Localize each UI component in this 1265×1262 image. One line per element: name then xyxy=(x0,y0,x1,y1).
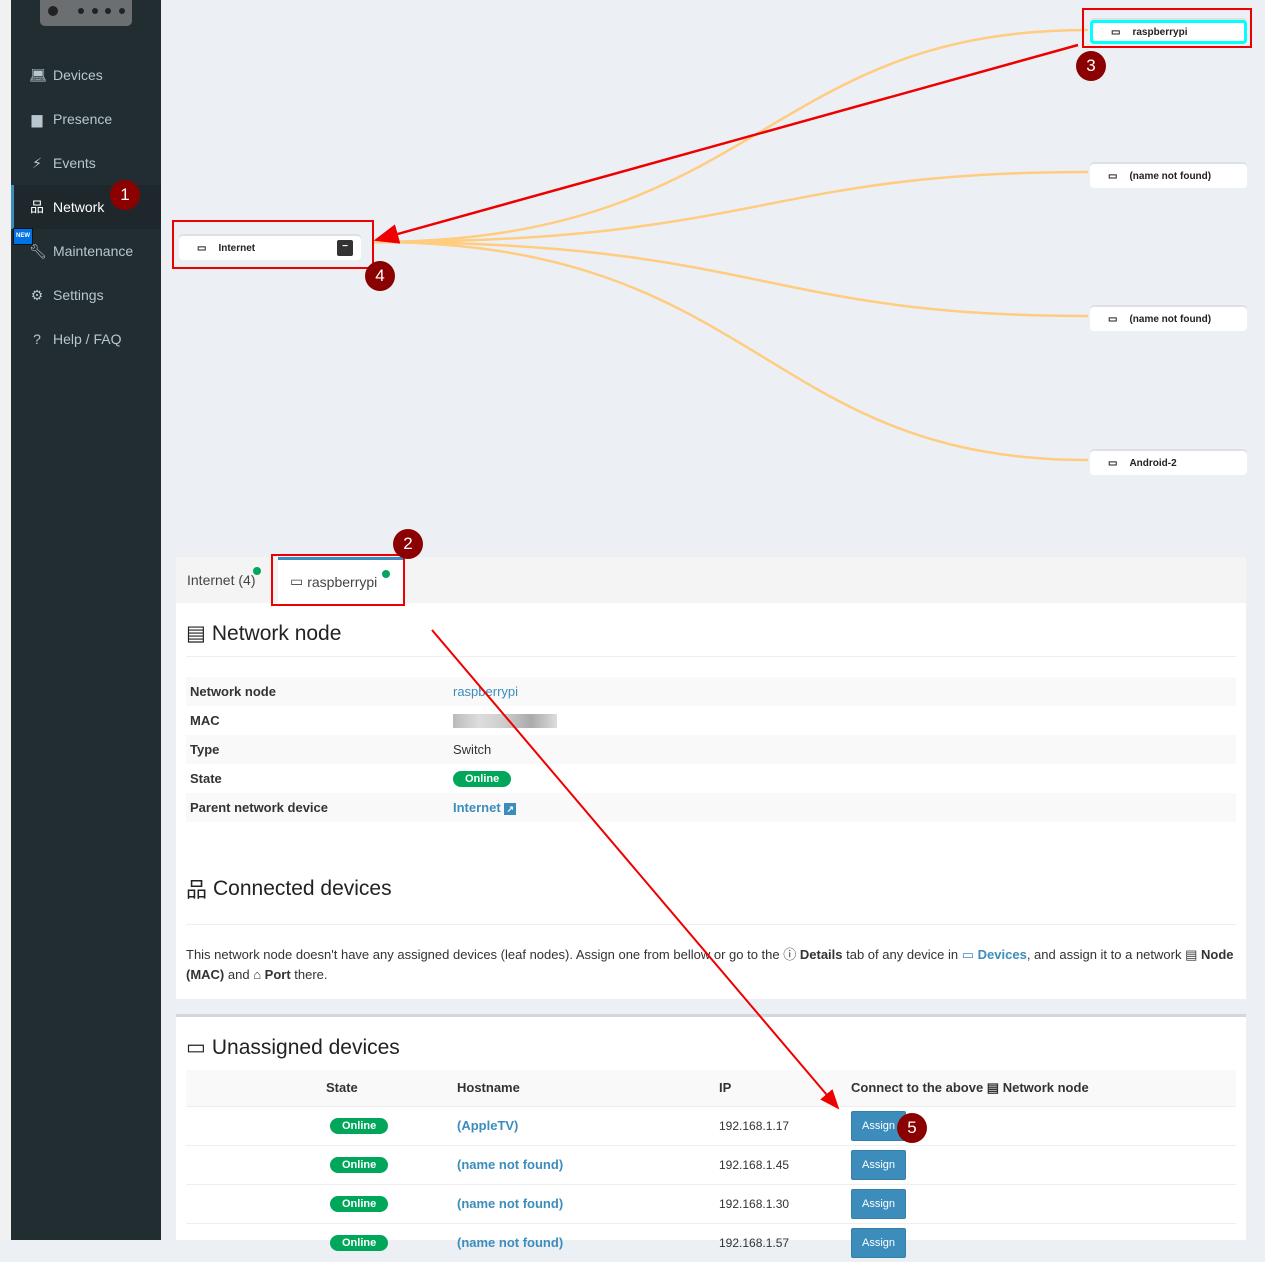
tab-internet[interactable]: Internet (4) xyxy=(176,557,266,603)
sidebar-item-events[interactable]: ⚡︎ Events xyxy=(11,141,161,185)
highlight-box xyxy=(172,220,374,269)
laptop-icon: 💻︎ xyxy=(29,66,47,83)
connected-help-text: This network node doesn't have any assig… xyxy=(186,924,1236,985)
laptop-icon: ▭ xyxy=(186,1036,206,1059)
status-dot xyxy=(382,570,390,578)
devices-link[interactable]: ▭ Devices xyxy=(961,947,1027,962)
highlight-box xyxy=(1082,8,1252,48)
graph-node-android[interactable]: ▭ Android-2 xyxy=(1090,451,1247,475)
node-link[interactable]: raspberrypi xyxy=(453,684,519,699)
server-icon: ▤ xyxy=(986,1079,1000,1095)
status-badge: Online xyxy=(330,1117,389,1134)
ethernet-icon: ⌂ xyxy=(253,967,262,982)
ip-cell: 192.168.1.45 xyxy=(719,1144,851,1184)
annotation-badge: 5 xyxy=(897,1113,927,1143)
info-icon: ⓘ xyxy=(783,947,797,962)
bolt-icon: ⚡︎ xyxy=(32,154,42,171)
link-android xyxy=(371,240,1089,462)
tab-bar: Internet (4) ▭ raspberrypi xyxy=(176,557,1246,603)
annotation-badge: 2 xyxy=(393,529,423,559)
annotation-badge: 1 xyxy=(110,180,140,210)
assign-button[interactable]: Assign xyxy=(851,1188,906,1219)
status-dot xyxy=(253,567,261,575)
sitemap-icon: 品 xyxy=(30,199,44,215)
assign-button[interactable]: Assign xyxy=(851,1227,906,1258)
table-row: Online (name not found) 192.168.1.57 Ass… xyxy=(186,1222,1236,1262)
sidebar: 💻︎ Devices ▆ Presence ⚡︎ Events 品 Network 🔧︎… xyxy=(11,0,161,1240)
hostname-link[interactable]: (name not found) xyxy=(457,1144,719,1184)
status-badge: Online xyxy=(453,771,512,787)
tab-raspberrypi[interactable]: ▭ raspberrypi xyxy=(278,557,403,603)
graph-node-internet[interactable]: ▭ Internet − xyxy=(179,236,361,260)
section-title: 品 Connected devices xyxy=(186,874,1236,904)
collapse-button[interactable]: − xyxy=(337,240,353,256)
graph-node[interactable]: ▭ (name not found) xyxy=(1090,307,1247,331)
sidebar-item-presence[interactable]: ▆ Presence xyxy=(11,97,161,141)
laptop-icon: ▭ xyxy=(1108,170,1118,182)
laptop-icon: ▭ xyxy=(1111,26,1121,38)
question-icon: ? xyxy=(33,331,41,347)
node-details-table: Network node raspberrypi MAC Type Switch S… xyxy=(186,677,1236,822)
assign-button[interactable]: Assign xyxy=(851,1110,906,1141)
highlight-box xyxy=(271,554,405,606)
laptop-icon: ▭ xyxy=(1108,313,1118,325)
link-node-3 xyxy=(371,240,1089,318)
status-badge: Online xyxy=(330,1234,389,1251)
laptop-icon: ▭ xyxy=(197,242,207,254)
status-badge: Online xyxy=(330,1156,389,1173)
server-icon: ▤ xyxy=(186,622,206,645)
sitemap-icon: 品 xyxy=(186,879,207,902)
sidebar-item-settings[interactable]: ⚙︎ Settings xyxy=(30,286,104,304)
table-row: Parent network device Internet ↗ xyxy=(186,793,1236,822)
table-row: State Online xyxy=(186,764,1236,793)
graph-node-raspberrypi[interactable]: ▭ raspberrypi xyxy=(1090,20,1247,44)
server-icon: ▤ xyxy=(1185,947,1198,962)
annotation-badge: 3 xyxy=(1076,51,1106,81)
table-row: MAC xyxy=(186,706,1236,735)
table-row: Online (name not found) 192.168.1.30 Ass… xyxy=(186,1183,1236,1223)
laptop-icon: ▭ xyxy=(1108,457,1118,469)
table-row: Network node raspberrypi xyxy=(186,677,1236,706)
table-row: Online (AppleTV) 192.168.1.17 Assign xyxy=(186,1105,1236,1145)
window-edge xyxy=(0,0,11,1240)
ip-cell: 192.168.1.17 xyxy=(719,1105,851,1145)
parent-link[interactable]: Internet ↗ xyxy=(449,793,1236,822)
hostname-link[interactable]: (AppleTV) xyxy=(457,1105,719,1145)
graph-node[interactable]: ▭ (name not found) xyxy=(1090,164,1247,188)
ip-cell: 192.168.1.30 xyxy=(719,1183,851,1223)
table-header: State Hostname IP Connect to the above ▤ Ne… xyxy=(186,1070,1236,1106)
mac-redacted xyxy=(453,714,557,729)
unassigned-table: State Hostname IP Connect to the above ▤ Ne… xyxy=(186,1070,1236,1262)
laptop-icon: ▭ xyxy=(290,573,304,589)
network-node-panel: ▤ Network node Network node raspberrypi MA… xyxy=(176,603,1246,999)
external-link-icon: ↗ xyxy=(504,803,517,815)
section-title: ▭ Unassigned devices xyxy=(186,1035,400,1060)
assign-button[interactable]: Assign xyxy=(851,1149,906,1180)
table-row: Online (name not found) 192.168.1.45 Ass… xyxy=(186,1144,1236,1184)
network-graph[interactable]: ▭ Internet − ▭ raspberrypi ▭ (name not found… xyxy=(161,0,1265,540)
calendar-icon: ▆ xyxy=(31,110,43,127)
annotation-badge: 4 xyxy=(365,261,395,291)
sidebar-item-maintenance[interactable]: 🔧︎ Maintenance xyxy=(29,242,134,260)
sidebar-item-devices[interactable]: 💻︎ Devices xyxy=(29,66,103,84)
status-badge: Online xyxy=(330,1195,389,1212)
ip-cell: 192.168.1.57 xyxy=(719,1222,851,1262)
wrench-icon: 🔧︎ xyxy=(29,242,47,259)
table-row: Type Switch xyxy=(186,735,1236,764)
logo xyxy=(40,0,132,26)
hostname-link[interactable]: (name not found) xyxy=(457,1183,719,1223)
sidebar-item-help[interactable]: ? Help / FAQ xyxy=(11,317,161,361)
unassigned-panel: ▭ Unassigned devices State Hostname IP Conne… xyxy=(176,1014,1246,1262)
section-title: ▤ Network node xyxy=(186,621,342,646)
gear-icon: ⚙︎ xyxy=(30,286,44,303)
new-badge: NEW xyxy=(13,228,33,245)
hostname-link[interactable]: (name not found) xyxy=(457,1222,719,1262)
link-node-2 xyxy=(371,170,1089,244)
